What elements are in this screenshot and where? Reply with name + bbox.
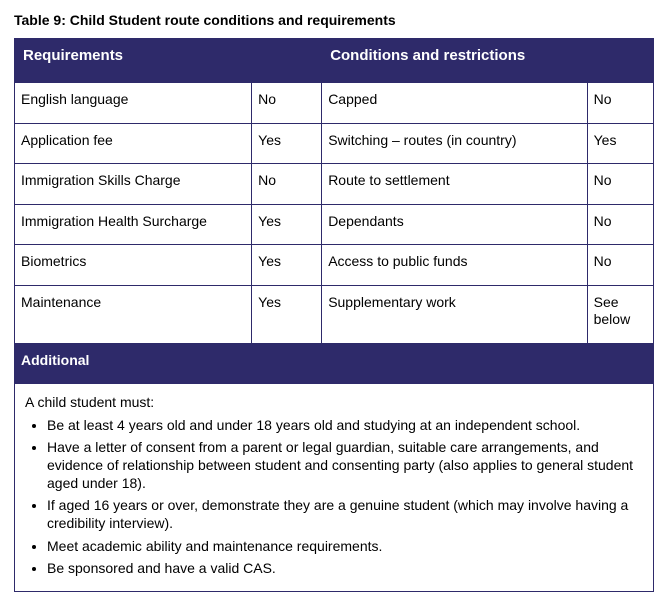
req-label: Immigration Skills Charge	[15, 164, 252, 205]
table-row: Maintenance Yes Supplementary work See b…	[15, 285, 654, 343]
additional-list: Be at least 4 years old and under 18 yea…	[47, 416, 643, 578]
additional-heading-row: Additional	[15, 343, 654, 384]
cond-value: No	[587, 164, 653, 205]
cond-value: See below	[587, 285, 653, 343]
req-label: Immigration Health Surcharge	[15, 204, 252, 245]
list-item: Be at least 4 years old and under 18 yea…	[47, 416, 643, 434]
table-header-row: Requirements Conditions and restrictions	[15, 39, 654, 83]
req-label: Maintenance	[15, 285, 252, 343]
req-value: No	[252, 164, 322, 205]
additional-body-row: A child student must: Be at least 4 year…	[15, 384, 654, 592]
cond-value: No	[587, 83, 653, 124]
cond-label: Access to public funds	[322, 245, 587, 286]
req-value: Yes	[252, 123, 322, 164]
table-row: English language No Capped No	[15, 83, 654, 124]
cond-label: Dependants	[322, 204, 587, 245]
list-item: Meet academic ability and maintenance re…	[47, 537, 643, 555]
cond-value: Yes	[587, 123, 653, 164]
list-item: If aged 16 years or over, demonstrate th…	[47, 496, 643, 532]
req-value: No	[252, 83, 322, 124]
header-requirements: Requirements	[15, 39, 322, 83]
req-label: Application fee	[15, 123, 252, 164]
req-value: Yes	[252, 245, 322, 286]
table-row: Application fee Yes Switching – routes (…	[15, 123, 654, 164]
req-label: English language	[15, 83, 252, 124]
req-label: Biometrics	[15, 245, 252, 286]
table-title: Table 9: Child Student route conditions …	[14, 12, 654, 28]
additional-body: A child student must: Be at least 4 year…	[15, 384, 654, 592]
list-item: Be sponsored and have a valid CAS.	[47, 559, 643, 577]
req-value: Yes	[252, 204, 322, 245]
cond-value: No	[587, 204, 653, 245]
table-row: Immigration Health Surcharge Yes Dependa…	[15, 204, 654, 245]
cond-value: No	[587, 245, 653, 286]
req-value: Yes	[252, 285, 322, 343]
additional-heading: Additional	[15, 343, 654, 384]
cond-label: Route to settlement	[322, 164, 587, 205]
list-item: Have a letter of consent from a parent o…	[47, 438, 643, 493]
cond-label: Supplementary work	[322, 285, 587, 343]
cond-label: Switching – routes (in country)	[322, 123, 587, 164]
header-conditions: Conditions and restrictions	[322, 39, 654, 83]
table-row: Biometrics Yes Access to public funds No	[15, 245, 654, 286]
additional-intro: A child student must:	[25, 394, 643, 412]
cond-label: Capped	[322, 83, 587, 124]
conditions-table: Requirements Conditions and restrictions…	[14, 38, 654, 592]
table-row: Immigration Skills Charge No Route to se…	[15, 164, 654, 205]
